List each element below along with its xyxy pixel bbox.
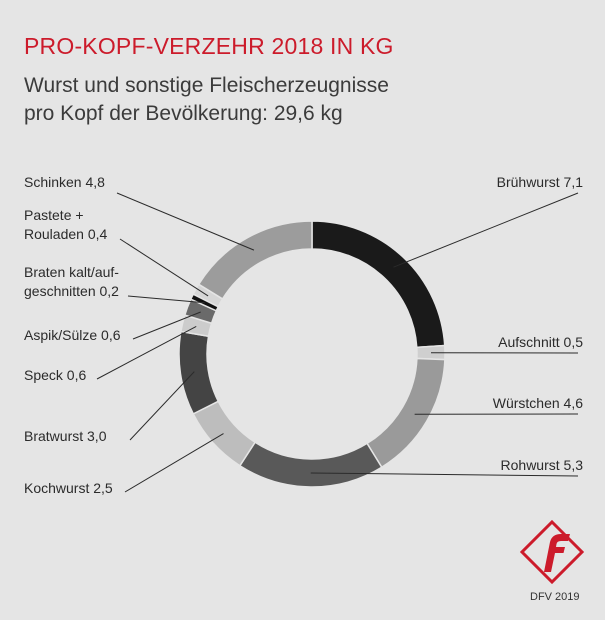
leader-line-bruehwurst <box>393 192 579 268</box>
label-speck: Speck 0,6 <box>24 367 86 383</box>
label-kochwurst: Kochwurst 2,5 <box>24 480 113 496</box>
label-line: Bratwurst 3,0 <box>24 428 107 444</box>
label-line: Aufschnitt 0,5 <box>498 334 583 350</box>
label-line: Aspik/Sülze 0,6 <box>24 327 121 343</box>
label-line: Rouladen 0,4 <box>24 226 108 242</box>
leader-line-kochwurst <box>124 433 224 493</box>
leader-lines <box>96 192 579 493</box>
leader-line-rohwurst <box>310 472 579 477</box>
slice-wuerstchen <box>366 357 446 469</box>
slice-schinken <box>197 220 313 300</box>
slice-rohwurst <box>238 441 383 488</box>
logo-f-shape <box>544 534 570 572</box>
leader-line-braten-kalt-aufgeschnitten <box>127 295 205 304</box>
slice-labels: Brühwurst 7,1 Aufschnitt 0,5 Würstchen 4,6… <box>24 174 583 496</box>
slice-kochwurst <box>192 400 257 467</box>
slice-bratwurst <box>178 330 220 415</box>
leader-line-speck <box>96 326 197 380</box>
chart-subtitle-line-1: Wurst und sonstige Fleischerzeugnisse <box>24 74 389 97</box>
label-line: Würstchen 4,6 <box>493 395 583 411</box>
donut-slices <box>178 220 446 488</box>
label-line: Schinken 4,8 <box>24 174 105 190</box>
leader-line-bratwurst <box>129 371 195 441</box>
leader-line-aspik-suelze <box>132 311 201 340</box>
chart-subtitle-line-2: pro Kopf der Bevölkerung: 29,6 kg <box>24 102 343 125</box>
label-line: Speck 0,6 <box>24 367 86 383</box>
leader-line-schinken <box>116 192 255 251</box>
label-aspik-suelze: Aspik/Sülze 0,6 <box>24 327 121 343</box>
credit-text: DFV 2019 <box>530 591 580 603</box>
dfv-logo-icon <box>520 520 584 584</box>
label-bruehwurst: Brühwurst 7,1 <box>497 174 584 190</box>
label-line: Rohwurst 5,3 <box>501 457 584 473</box>
label-wuerstchen: Würstchen 4,6 <box>493 395 583 411</box>
label-line: Braten kalt/auf- <box>24 264 119 280</box>
label-schinken: Schinken 4,8 <box>24 174 105 190</box>
label-aufschnitt: Aufschnitt 0,5 <box>498 334 583 350</box>
label-line: geschnitten 0,2 <box>24 283 119 299</box>
slice-bruehwurst <box>311 220 446 349</box>
label-bratwurst: Bratwurst 3,0 <box>24 428 107 444</box>
label-line: Kochwurst 2,5 <box>24 480 113 496</box>
label-pastete-rouladen: Pastete + Rouladen 0,4 <box>24 207 108 242</box>
leader-line-pastete-rouladen <box>119 238 209 297</box>
logo-diamond-shape <box>520 520 584 584</box>
label-line: Brühwurst 7,1 <box>497 174 584 190</box>
label-braten-kalt-aufgeschnitten: Braten kalt/auf-geschnitten 0,2 <box>24 264 119 299</box>
chart-title: PRO-KOPF-VERZEHR 2018 IN KG <box>24 33 394 59</box>
label-rohwurst: Rohwurst 5,3 <box>501 457 584 473</box>
label-line: Pastete + <box>24 207 84 223</box>
